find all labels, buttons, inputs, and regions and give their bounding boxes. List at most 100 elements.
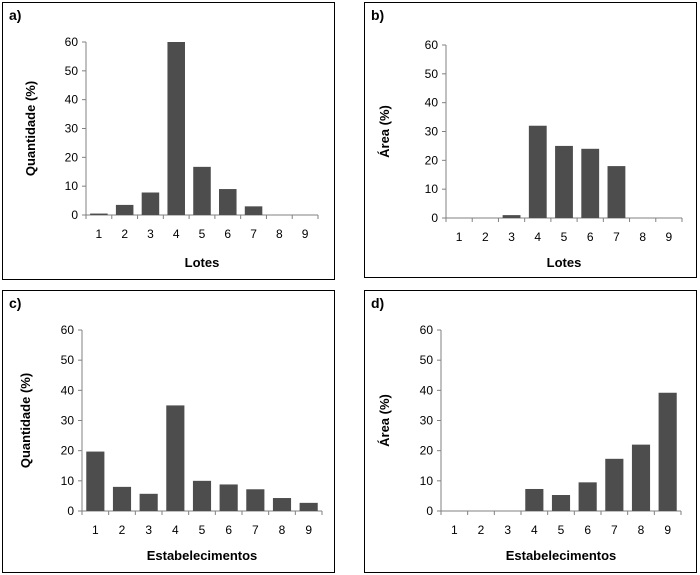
x-tick-label: 6	[584, 523, 591, 537]
y-tick-label: 30	[61, 414, 75, 428]
x-tick-label: 5	[561, 230, 568, 244]
x-tick-label: 7	[250, 227, 257, 241]
bar	[502, 215, 521, 218]
bar	[141, 192, 160, 215]
bar	[246, 489, 265, 511]
bar	[193, 166, 211, 215]
y-tick-label: 50	[420, 353, 434, 367]
x-tick-label: 7	[252, 523, 259, 537]
y-tick-label: 40	[61, 383, 75, 397]
x-tick-label: 2	[121, 227, 128, 241]
bar	[219, 189, 237, 215]
bar	[192, 480, 212, 511]
chart-a: 0 10 20 30 40 50 60 1 2 3 4 5 6 7 8 9 Lotes Quantidade (%…	[23, 35, 319, 270]
panel-label: c)	[9, 295, 22, 311]
x-tick-label: 8	[638, 523, 645, 537]
y-tick-label: 10	[425, 182, 439, 196]
x-tick-label: 6	[587, 230, 594, 244]
x-tick-label: 2	[482, 230, 489, 244]
y-axis-label: Área (%)	[377, 394, 392, 447]
panel-label: b)	[371, 7, 385, 23]
y-tick-label: 60	[65, 35, 79, 49]
bar	[551, 495, 571, 511]
bar	[139, 493, 158, 511]
bar	[631, 444, 651, 511]
bar	[90, 213, 108, 215]
y-tick-label: 40	[420, 383, 434, 397]
x-tick-label: 9	[664, 523, 671, 537]
bar	[528, 125, 547, 218]
y-tick-label: 30	[420, 414, 434, 428]
y-tick-label: 30	[425, 125, 439, 139]
x-tick-label: 1	[96, 227, 103, 241]
x-tick-label: 2	[478, 523, 485, 537]
x-tick-label: 4	[173, 227, 180, 241]
x-tick-label: 4	[172, 523, 179, 537]
panel-label: d)	[371, 295, 385, 311]
x-tick-label: 5	[558, 523, 565, 537]
y-tick-label: 40	[65, 93, 79, 107]
y-tick-label: 30	[65, 122, 79, 136]
y-tick-label: 60	[425, 38, 439, 52]
x-tick-label: 4	[531, 523, 538, 537]
x-tick-label: 9	[305, 523, 312, 537]
x-tick-label: 6	[225, 523, 232, 537]
y-tick-label: 20	[420, 444, 434, 458]
x-tick-label: 3	[147, 227, 154, 241]
bar	[299, 502, 318, 511]
chart-panel-b: b) 0 10 20 30 40 50 60 1 2 3 4 5 6 7 8 9 Lotes Área (%)	[364, 2, 697, 278]
x-tick-label: 3	[508, 230, 515, 244]
y-tick-label: 0	[71, 208, 78, 222]
chart-panel-d: d) 0 10 20 30 40 50 60 1 2 3 4 5 6 7 8 9 Estabelecimento…	[364, 290, 697, 573]
bar	[607, 166, 626, 218]
bar	[219, 484, 238, 511]
y-tick-label: 40	[425, 96, 439, 110]
chart-panel-a: a) 0 10 20 30 40 50 60 1 2 3 4 5 6 7 8 9 Lotes Quantidade…	[2, 2, 335, 280]
x-tick-label: 2	[119, 523, 126, 537]
chart-c: 0 10 20 30 40 50 60 1 2 3 4 5 6 7 8 9 Estabelecimentos Qu…	[18, 323, 323, 563]
y-tick-label: 60	[420, 323, 434, 337]
bar	[244, 206, 263, 215]
chart-b: 0 10 20 30 40 50 60 1 2 3 4 5 6 7 8 9 Lotes Área (%)	[377, 38, 683, 270]
x-tick-label: 7	[613, 230, 620, 244]
chart-d: 0 10 20 30 40 50 60 1 2 3 4 5 6 7 8 9 Estabelecimentos Ár…	[377, 323, 682, 563]
y-tick-label: 10	[420, 474, 434, 488]
x-axis-label: Lotes	[547, 255, 582, 270]
bar	[581, 148, 600, 218]
x-tick-label: 5	[199, 523, 206, 537]
x-tick-label: 6	[224, 227, 231, 241]
chart-panel-c: c) 0 10 20 30 40 50 60 1 2 3 4 5 6 7 8 9 Estabelecimento…	[2, 290, 335, 573]
y-tick-label: 20	[65, 150, 79, 164]
y-tick-label: 0	[426, 504, 433, 518]
y-tick-label: 10	[65, 179, 79, 193]
bar	[115, 204, 134, 215]
bar	[578, 482, 597, 511]
x-tick-label: 1	[451, 523, 458, 537]
y-tick-label: 50	[425, 67, 439, 81]
x-tick-label: 9	[666, 230, 673, 244]
x-tick-label: 5	[199, 227, 206, 241]
x-tick-label: 1	[92, 523, 99, 537]
x-axis-label: Estabelecimentos	[506, 548, 617, 563]
x-axis-label: Lotes	[185, 255, 220, 270]
y-tick-label: 0	[431, 211, 438, 225]
y-axis-label: Área (%)	[377, 105, 392, 158]
bar	[605, 458, 624, 511]
bar	[166, 405, 185, 511]
y-tick-label: 50	[61, 353, 75, 367]
y-axis-label: Quantidade (%)	[23, 81, 38, 176]
y-tick-label: 50	[65, 64, 79, 78]
bar	[112, 486, 132, 511]
x-tick-label: 9	[302, 227, 309, 241]
y-tick-label: 10	[61, 474, 75, 488]
x-tick-label: 8	[279, 523, 286, 537]
y-tick-label: 0	[67, 504, 74, 518]
x-axis-label: Estabelecimentos	[147, 548, 258, 563]
bar	[525, 488, 544, 511]
bar	[272, 498, 292, 511]
bar	[555, 145, 573, 218]
x-tick-label: 8	[639, 230, 646, 244]
x-tick-label: 4	[534, 230, 541, 244]
x-tick-label: 7	[611, 523, 618, 537]
x-tick-label: 3	[504, 523, 511, 537]
